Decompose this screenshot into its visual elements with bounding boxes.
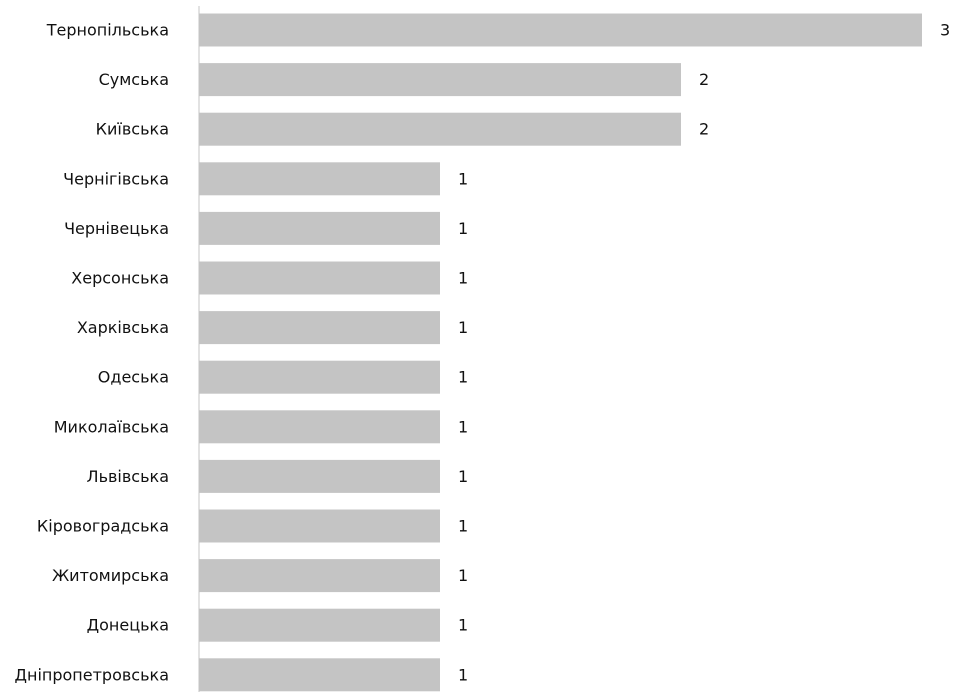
data-label: 1 (458, 169, 468, 188)
bar (199, 608, 440, 642)
bar (199, 509, 440, 543)
data-label: 1 (458, 566, 468, 585)
data-label: 3 (940, 21, 950, 40)
category-label: Миколаївська (54, 417, 169, 436)
data-label: 1 (458, 368, 468, 387)
data-label: 1 (458, 219, 468, 238)
bar (199, 162, 440, 196)
category-label: Кіровоградська (37, 517, 169, 536)
data-label: 1 (458, 467, 468, 486)
category-labels-group: Тернопільська Сумська Київська Чернігівська… (14, 21, 169, 685)
category-label: Сумська (99, 70, 169, 89)
bar (199, 261, 440, 295)
data-label: 1 (458, 616, 468, 635)
category-label: Донецька (87, 616, 169, 635)
bar (199, 311, 440, 345)
category-label: Тернопільська (46, 21, 169, 40)
data-label: 1 (458, 269, 468, 288)
bar (199, 211, 440, 245)
bar (199, 410, 440, 444)
category-label: Харківська (77, 318, 169, 337)
bar (199, 559, 440, 593)
bars-group (199, 13, 922, 692)
category-label: Одеська (98, 368, 169, 387)
data-label: 1 (458, 318, 468, 337)
bar (199, 658, 440, 692)
bar (199, 13, 922, 47)
category-label: Дніпропетровська (14, 665, 169, 684)
data-label: 2 (699, 70, 709, 89)
category-label: Львівська (87, 467, 169, 486)
category-label: Чернігівська (63, 169, 169, 188)
data-label: 1 (458, 517, 468, 536)
bar (199, 112, 681, 146)
data-label: 1 (458, 417, 468, 436)
bar (199, 459, 440, 493)
bar (199, 63, 681, 97)
category-label: Херсонська (71, 269, 169, 288)
value-labels-group: 3 2 2 1 1 1 1 1 1 1 1 1 1 1 (458, 21, 950, 685)
category-label: Київська (96, 120, 169, 139)
category-label: Житомирська (52, 566, 169, 585)
bar (199, 360, 440, 394)
category-label: Чернівецька (64, 219, 169, 238)
data-label: 2 (699, 120, 709, 139)
data-label: 1 (458, 665, 468, 684)
